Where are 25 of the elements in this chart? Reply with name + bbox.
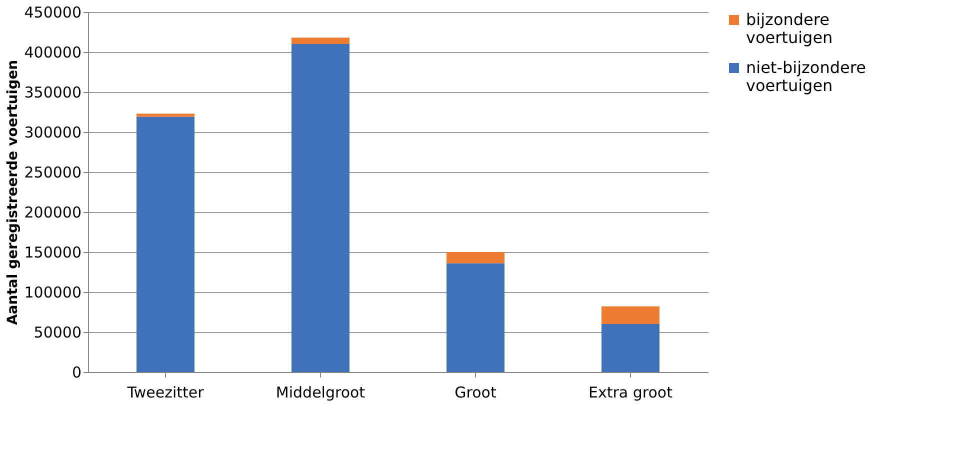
bar — [602, 306, 660, 324]
bar — [292, 44, 350, 372]
y-tick-label: 200000 — [24, 204, 82, 222]
y-tick-label: 350000 — [24, 84, 82, 102]
y-axis-title: Aantal geregistreerde voertuigen — [5, 60, 22, 326]
x-tick-label: Extra groot — [588, 384, 673, 402]
y-tick-label: 300000 — [24, 124, 82, 142]
bar — [136, 114, 194, 117]
y-tick-label: 100000 — [24, 284, 82, 302]
legend-label: bijzondere voertuigen — [746, 10, 833, 47]
y-tick-label: 400000 — [24, 44, 82, 62]
x-tick-label: Middelgroot — [276, 384, 366, 402]
y-tick-label: 50000 — [34, 324, 82, 342]
bar — [446, 252, 504, 264]
y-tick-label: 150000 — [24, 244, 82, 262]
bar — [136, 116, 194, 372]
legend-label: niet-bijzondere voertuigen — [746, 58, 866, 95]
bar — [602, 324, 660, 372]
y-tick-label: 0 — [72, 364, 82, 382]
x-tick-label: Groot — [454, 384, 496, 402]
bar — [446, 263, 504, 372]
bar — [292, 38, 350, 44]
y-tick-label: 450000 — [24, 4, 82, 22]
x-tick-label: Tweezitter — [126, 384, 205, 402]
y-tick-label: 250000 — [24, 164, 82, 182]
